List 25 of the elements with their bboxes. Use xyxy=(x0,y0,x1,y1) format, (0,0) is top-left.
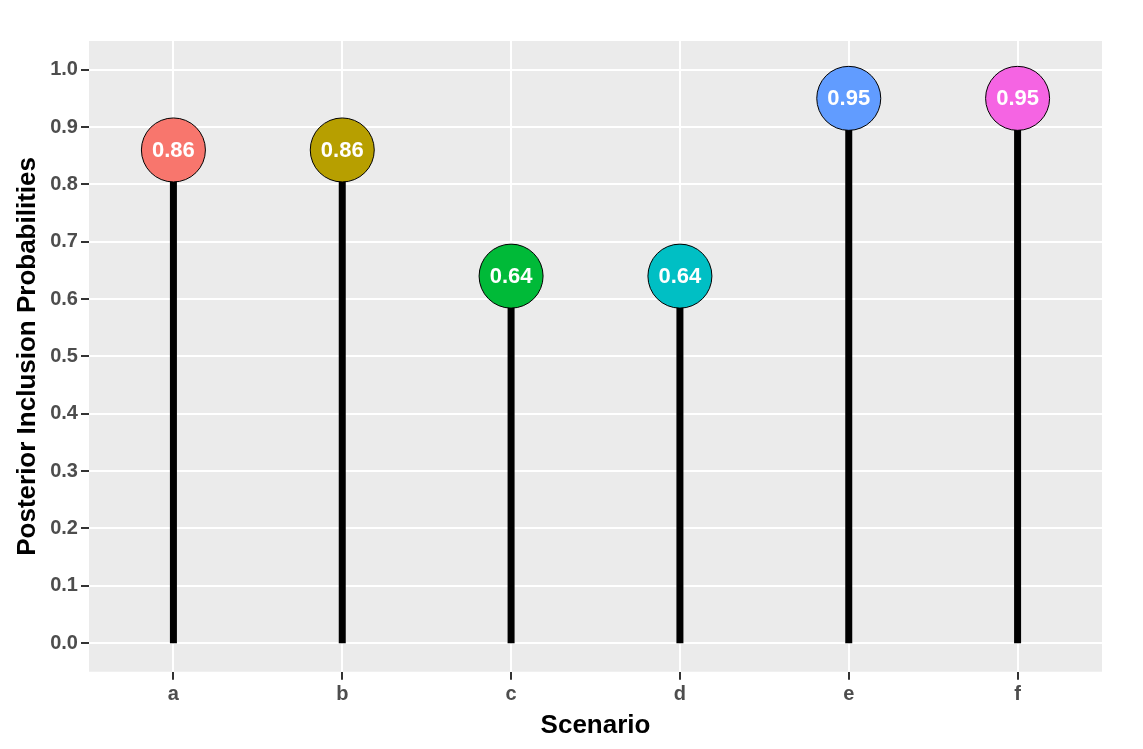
y-tick-label: 1.0 xyxy=(50,57,78,80)
x-tick-label: f xyxy=(1014,682,1022,705)
x-tick-label: a xyxy=(167,682,180,705)
y-tick-label: 0.4 xyxy=(50,401,79,424)
x-tick-label: d xyxy=(673,682,687,705)
x-axis-title: Scenario xyxy=(540,708,651,739)
x-tick-label: c xyxy=(505,682,517,705)
data-label: 0.64 xyxy=(489,263,534,289)
data-label: 0.95 xyxy=(996,85,1039,111)
y-tick-label: 0.5 xyxy=(50,343,78,366)
y-tick-label: 0.9 xyxy=(50,114,78,137)
data-label: 0.95 xyxy=(827,85,871,111)
y-tick-label: 0.6 xyxy=(50,286,78,309)
y-tick-label: 0.8 xyxy=(50,171,78,194)
y-tick-label: 0.0 xyxy=(50,630,78,653)
x-tick-label: b xyxy=(336,682,349,705)
data-label: 0.86 xyxy=(320,137,364,163)
y-tick-label: 0.2 xyxy=(50,515,78,538)
x-tick-label: e xyxy=(843,682,855,705)
data-label: 0.64 xyxy=(658,263,703,289)
y-tick-label: 0.3 xyxy=(50,458,78,481)
y-tick-label: 0.7 xyxy=(50,229,78,252)
y-tick-label: 0.1 xyxy=(50,573,78,596)
data-label: 0.86 xyxy=(152,137,195,163)
y-axis-title: Posterior Inclusion Probabilities xyxy=(10,157,41,556)
